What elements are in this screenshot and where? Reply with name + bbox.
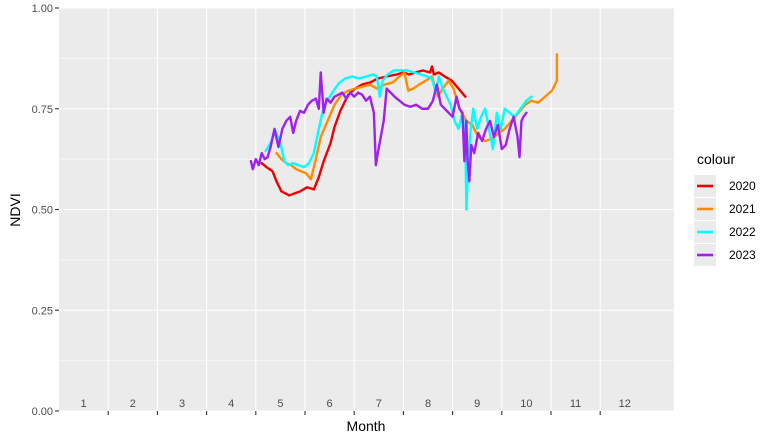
series-lines xyxy=(249,53,559,211)
minor-grid xyxy=(59,58,674,361)
x-axis-title: Month xyxy=(347,418,386,434)
legend: colour 2020 2021 2022 2023 xyxy=(694,151,756,266)
y-axis-title: NDVI xyxy=(7,193,23,226)
major-grid xyxy=(59,7,674,412)
legend-label-2021: 2021 xyxy=(729,202,756,216)
series-line-2020 xyxy=(260,65,467,197)
x-tick-label-6: 6 xyxy=(327,398,333,410)
y-axis: 0.00 0.25 0.50 0.75 1.00 xyxy=(32,3,59,418)
x-tick-label-11: 11 xyxy=(570,398,581,410)
series-line-2023 xyxy=(249,71,528,183)
x-axis-ticks xyxy=(107,411,601,415)
y-tick-label-4: 0.75 xyxy=(32,104,53,116)
x-tick-label-1: 1 xyxy=(81,398,87,410)
x-tick-labels: 1 2 3 4 5 6 7 8 9 10 11 12 xyxy=(81,398,631,410)
x-tick-label-4: 4 xyxy=(228,398,234,410)
legend-label-2020: 2020 xyxy=(729,179,756,193)
legend-label-2022: 2022 xyxy=(729,225,756,239)
x-tick-label-9: 9 xyxy=(474,398,480,410)
series-line-2022 xyxy=(264,69,533,211)
x-tick-label-2: 2 xyxy=(130,398,136,410)
x-tick-label-7: 7 xyxy=(376,398,382,410)
y-tick-label-2: 0.25 xyxy=(32,305,53,317)
legend-label-2023: 2023 xyxy=(729,248,756,262)
y-tick-label-1: 0.00 xyxy=(32,406,53,418)
x-tick-label-3: 3 xyxy=(179,398,185,410)
x-tick-label-12: 12 xyxy=(619,398,631,410)
y-tick-label-3: 0.50 xyxy=(32,205,53,217)
y-tick-label-5: 1.00 xyxy=(32,3,53,15)
x-tick-label-10: 10 xyxy=(520,398,532,410)
x-tick-label-8: 8 xyxy=(425,398,431,410)
x-tick-label-5: 5 xyxy=(277,398,283,410)
legend-title: colour xyxy=(697,151,735,167)
